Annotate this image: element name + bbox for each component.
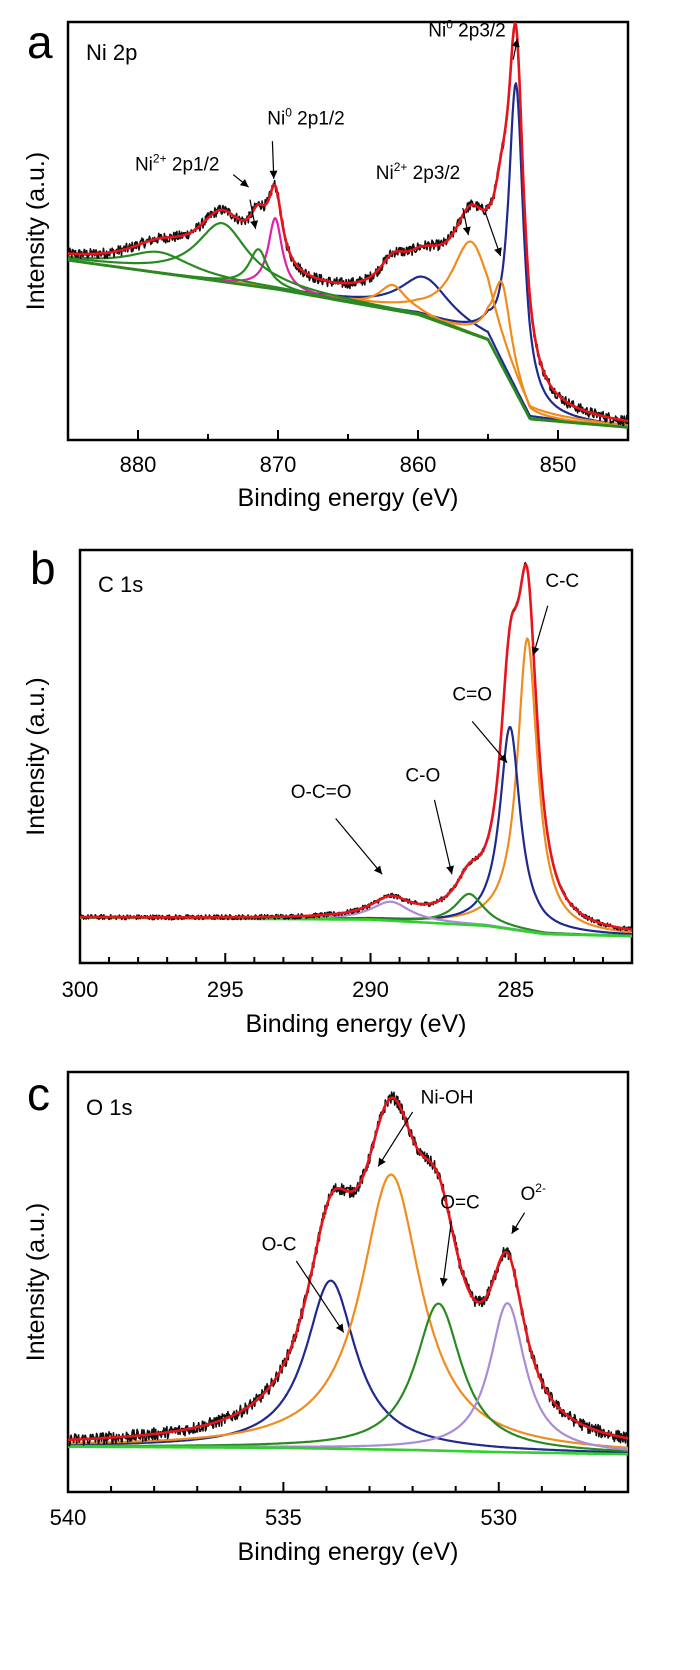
- measured-spectrum: [80, 561, 632, 932]
- panel-label: Ni 2p: [86, 40, 137, 65]
- x-tick-label: 290: [352, 977, 389, 1002]
- peak-annotation: O-C=O: [291, 782, 352, 803]
- plot-frame: [78, 548, 634, 965]
- arrow-head: [494, 247, 502, 257]
- panel-letter: a: [27, 16, 53, 68]
- component-peak: [80, 637, 632, 934]
- series-group: [68, 1091, 628, 1456]
- fit-envelope: [68, 22, 628, 423]
- y-axis-title: Intensity (a.u.): [22, 1203, 50, 1361]
- arrow-head: [335, 1323, 344, 1333]
- arrow-head: [269, 170, 278, 179]
- plot-frame: [66, 1070, 630, 1494]
- x-tick-label: 295: [207, 977, 244, 1002]
- annotation-arrow: [532, 605, 549, 656]
- panel-b: 300 295 290 285 Binding energy (eV) Intensity…: [22, 542, 634, 1038]
- x-tick-label: 535: [265, 1505, 302, 1530]
- panel-a: 880 870 860 850 Binding energy (eV) Intensity…: [22, 16, 630, 512]
- y-axis-title: Intensity (a.u.): [22, 152, 50, 310]
- annotation-arrow: [295, 1260, 345, 1333]
- background-line: [68, 1445, 628, 1456]
- annotation-arrow: [335, 818, 383, 875]
- component-peak: [68, 1279, 628, 1454]
- panel-letter: c: [27, 1068, 50, 1120]
- x-axis-title: Binding energy (eV): [238, 484, 459, 512]
- peak-annotation: O-C: [262, 1235, 297, 1256]
- arrow-head: [498, 754, 508, 763]
- arrow-head: [511, 38, 520, 48]
- component-peak: [68, 248, 628, 429]
- peak-annotation: Ni2+ 2p3/2: [376, 160, 460, 184]
- peak-annotation: Ni2+ 2p1/2: [135, 151, 219, 175]
- component-peak: [68, 217, 628, 429]
- peak-annotation: Ni0 2p3/2: [428, 18, 505, 42]
- background-line: [68, 259, 628, 429]
- component-peak: [80, 726, 632, 936]
- peak-annotation: C=O: [452, 685, 492, 706]
- arrow-head: [446, 865, 454, 875]
- series-group: [80, 561, 632, 938]
- peak-annotation: O=C: [440, 1193, 480, 1214]
- peak-annotation: O2-: [521, 1181, 546, 1205]
- arrow-head: [439, 1277, 448, 1287]
- x-tick-label: 530: [480, 1505, 517, 1530]
- y-axis-title: Intensity (a.u.): [22, 677, 50, 835]
- component-peak: [68, 240, 628, 427]
- x-axis-title: Binding energy (eV): [238, 1538, 459, 1566]
- plot-frame: [66, 20, 630, 442]
- x-tick-label: 850: [540, 452, 577, 477]
- component-peak: [68, 250, 628, 429]
- arrow-head: [531, 646, 540, 656]
- peak-annotation: Ni0 2p1/2: [267, 105, 344, 129]
- panel-c: 540 535 530 Binding energy (eV) Intensity (a…: [22, 1068, 630, 1566]
- arrow-head: [378, 1157, 386, 1167]
- component-peak: [68, 1173, 628, 1449]
- x-tick-label: 860: [400, 452, 437, 477]
- measured-spectrum: [68, 22, 628, 427]
- x-axis-title: Binding energy (eV): [246, 1010, 467, 1038]
- panel-label: O 1s: [86, 1095, 132, 1120]
- annotation-arrow: [442, 1221, 452, 1287]
- annotation-arrow: [433, 799, 453, 875]
- panel-label: C 1s: [98, 572, 143, 597]
- x-tick-label: 540: [50, 1505, 87, 1530]
- background-line: [80, 916, 632, 938]
- peak-annotation: C-O: [405, 765, 440, 786]
- fit-envelope: [80, 563, 632, 931]
- series-group: [68, 22, 628, 429]
- annotation-arrow: [377, 1111, 414, 1167]
- x-tick-label: 300: [62, 977, 99, 1002]
- fit-envelope: [68, 1096, 628, 1442]
- measured-spectrum: [68, 1091, 628, 1447]
- component-peak: [68, 222, 628, 429]
- peak-annotation: Ni-OH: [421, 1088, 474, 1109]
- annotation-arrow: [471, 721, 508, 764]
- x-tick-label: 870: [260, 452, 297, 477]
- arrow-head: [239, 178, 249, 188]
- peak-annotation: C-C: [545, 571, 579, 592]
- arrow-head: [373, 865, 383, 875]
- x-tick-label: 285: [497, 977, 534, 1002]
- arrow-head: [511, 1224, 520, 1234]
- panel-letter: b: [30, 542, 56, 594]
- component-peak: [80, 892, 632, 937]
- arrow-head: [462, 226, 471, 236]
- arrow-head: [250, 220, 259, 229]
- x-tick-label: 880: [120, 452, 157, 477]
